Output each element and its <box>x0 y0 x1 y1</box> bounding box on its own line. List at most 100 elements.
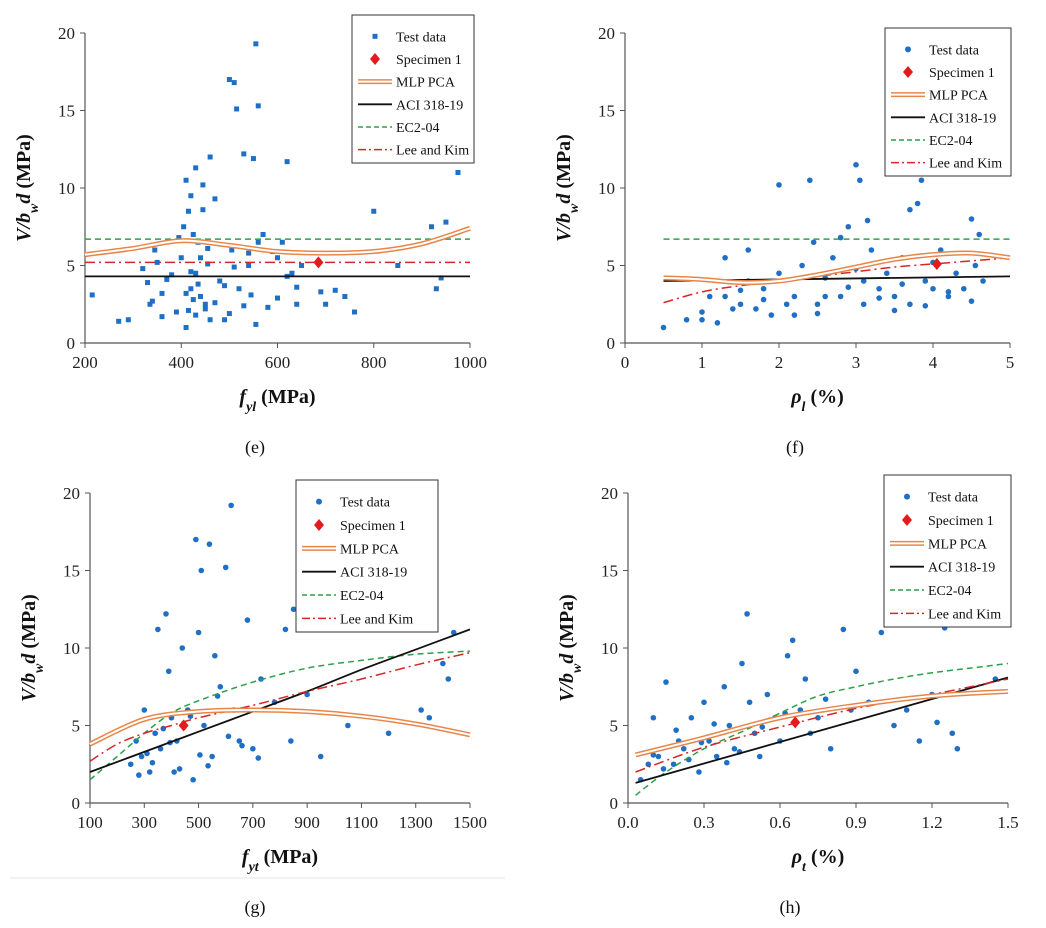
test-data-point <box>699 316 705 323</box>
test-data-point <box>980 278 986 284</box>
test-data-point <box>236 738 243 744</box>
test-data-point <box>188 286 194 292</box>
test-data-point <box>163 611 169 617</box>
figure-caption: (f) <box>786 437 804 458</box>
test-data-point <box>814 310 821 317</box>
test-data-point <box>701 699 707 706</box>
x-tick-label: 4 <box>929 353 938 372</box>
legend-test-data-symbol <box>316 498 322 505</box>
test-data-point <box>814 301 821 308</box>
y-tick-label: 15 <box>63 562 80 581</box>
legend-label: Test data <box>928 491 979 506</box>
test-data-point <box>726 722 733 729</box>
test-data-point <box>200 182 206 188</box>
chart-f: 0 5 10 15 20 0 1 2 3 4 5 V/bwd (MPa) ρl (%) Test data… <box>553 24 1014 458</box>
test-data-point <box>205 763 211 769</box>
x-axis-label: fyl (MPa) <box>239 386 315 415</box>
x-tick-label: 0.3 <box>693 813 714 832</box>
test-data-point <box>764 691 771 698</box>
test-data-point <box>853 161 859 168</box>
test-data-point <box>198 255 203 261</box>
test-data-point <box>212 652 218 659</box>
test-data-point <box>352 309 357 315</box>
test-data-point <box>183 290 189 296</box>
test-data-point <box>209 753 215 760</box>
y-tick-label: 5 <box>610 717 619 736</box>
x-axis-label: fyt (MPa) <box>242 846 318 875</box>
test-data-point <box>159 314 165 320</box>
test-data-point <box>282 626 289 633</box>
y-tick-label: 20 <box>63 484 80 503</box>
test-data-point <box>332 287 338 293</box>
test-data-point <box>945 289 952 295</box>
test-data-point <box>171 769 177 775</box>
test-data-point <box>954 745 961 752</box>
test-data-point <box>200 207 206 213</box>
legend-label: ACI 318-19 <box>396 98 463 113</box>
x-tick-label: 0 <box>621 353 630 372</box>
legend: Test data Specimen 1 MLP PCA ACI 318-19 EC2-… <box>883 474 1012 628</box>
test-data-point <box>289 270 295 276</box>
figure-caption: (g) <box>245 897 266 918</box>
test-data-point <box>260 232 266 237</box>
test-data-point <box>152 730 158 737</box>
y-tick-label: 0 <box>72 794 81 813</box>
test-data-point <box>190 776 196 783</box>
ec2-04-line <box>89 650 471 781</box>
y-tick-label: 20 <box>58 24 75 43</box>
test-data-point <box>822 293 828 300</box>
test-data-point <box>837 293 844 300</box>
test-data-point <box>673 727 679 733</box>
test-data-point <box>706 738 712 744</box>
test-data-point <box>226 77 232 82</box>
test-data-point <box>146 769 153 775</box>
test-data-point <box>198 567 205 574</box>
test-data-point <box>169 272 175 278</box>
test-data-point <box>660 766 667 772</box>
test-data-point <box>845 284 852 291</box>
test-data-point <box>183 325 189 330</box>
legend-label: ACI 318-19 <box>928 561 995 576</box>
test-data-point <box>922 278 929 284</box>
legend-label: Specimen 1 <box>396 53 462 68</box>
test-data-point <box>345 722 351 729</box>
test-data-point <box>222 283 228 289</box>
test-data-point <box>173 309 179 315</box>
legend-label: EC2-04 <box>928 584 972 599</box>
test-data-point <box>193 312 199 318</box>
test-data-point <box>922 303 929 309</box>
lee-and-kim-line <box>89 651 471 762</box>
legend-label: Test data <box>396 30 447 45</box>
chart-h: 0 5 10 15 20 0.0 0.3 0.6 0.9 1.2 1.5 V/bwd (MPa) ρt … <box>556 474 1019 918</box>
x-tick-label: 200 <box>72 353 98 372</box>
legend-label: Specimen 1 <box>340 519 406 534</box>
legend: Test data Specimen 1 MLP PCA ACI 318-19 EC2-… <box>884 27 1012 177</box>
test-data-point <box>253 321 259 327</box>
test-data-point <box>202 306 208 312</box>
test-data-point <box>255 103 261 109</box>
test-data-point <box>722 293 728 300</box>
aci-318-19-line <box>89 628 471 773</box>
test-data-point <box>440 660 446 667</box>
legend-test-data-symbol <box>372 33 378 39</box>
test-data-point <box>884 270 890 277</box>
test-data-point <box>248 292 254 298</box>
lee-and-kim-line <box>663 257 1011 304</box>
legend-label: ACI 318-19 <box>929 111 996 126</box>
x-tick-label: 0.9 <box>845 813 866 832</box>
test-data-point <box>891 293 898 300</box>
test-data-point <box>650 714 657 721</box>
test-data-point <box>165 668 172 675</box>
test-data-point <box>185 208 191 214</box>
test-data-point <box>244 617 251 623</box>
test-data-point <box>722 254 728 261</box>
test-data-point <box>731 745 738 752</box>
chart-g: 0 5 10 15 20 100 300 500 700 900 1100 1300 1500 V/bwd… <box>18 479 487 918</box>
test-data-point <box>246 250 252 256</box>
x-tick-label: 1000 <box>453 353 487 372</box>
test-data-point <box>760 296 767 303</box>
legend: Test data Specimen 1 MLP PCA ACI 318-19 EC2-… <box>351 14 475 164</box>
test-data-point <box>217 278 223 284</box>
test-data-point <box>246 263 252 268</box>
